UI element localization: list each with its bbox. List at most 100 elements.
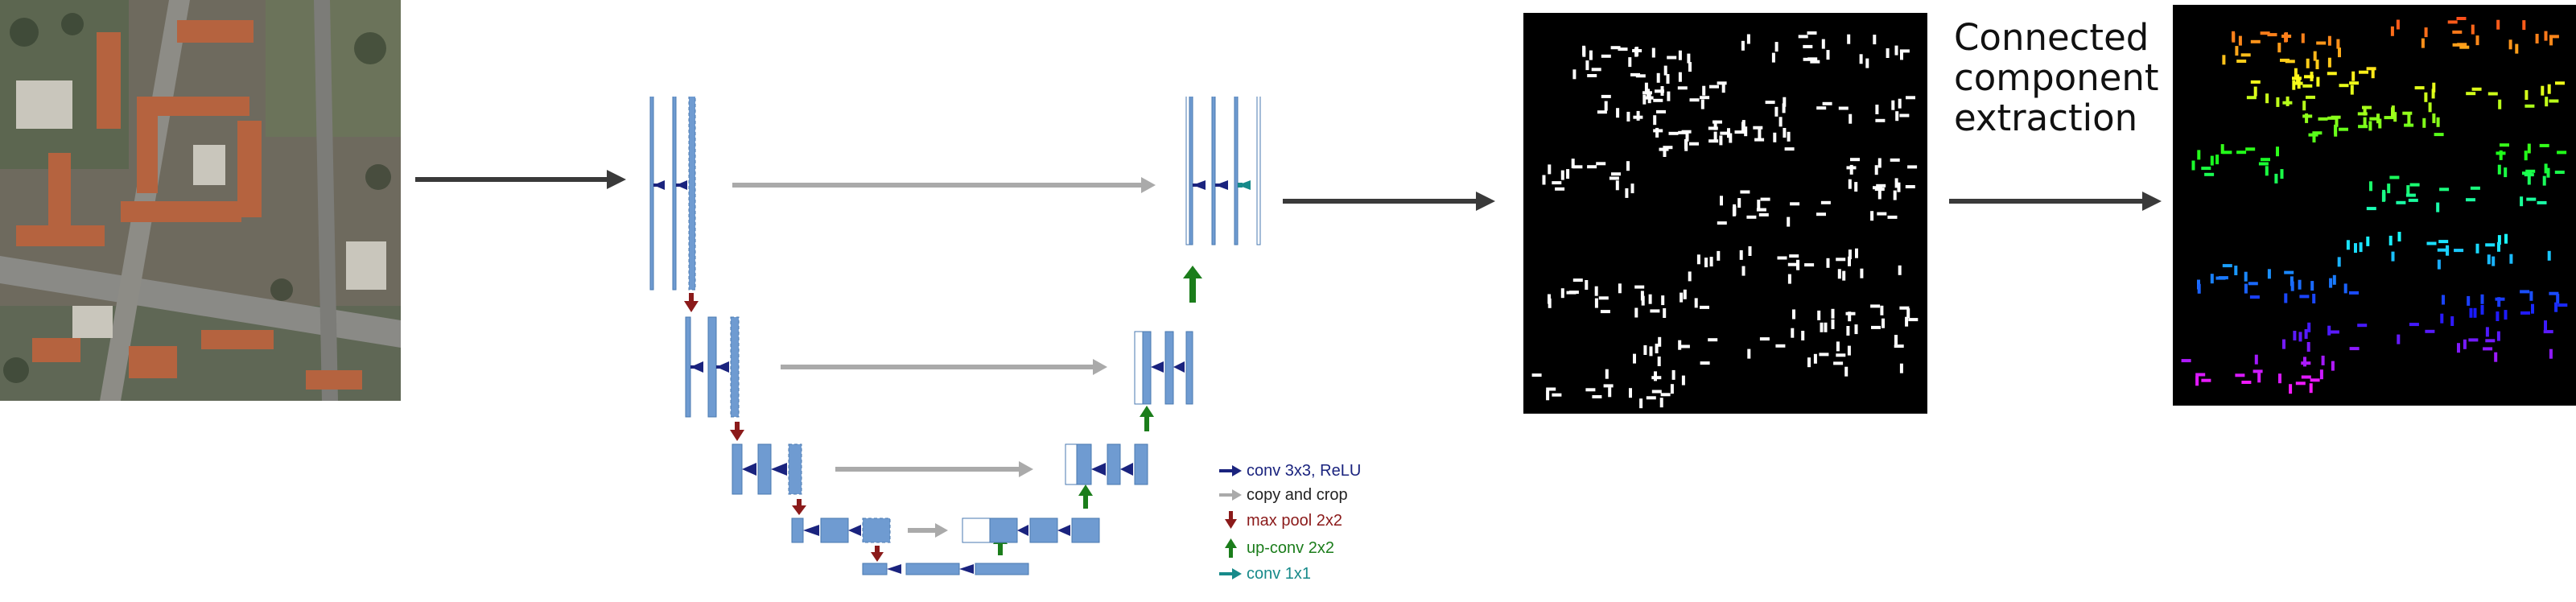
component-blob [2494,352,2498,362]
mask-blob [1877,212,1887,216]
mask-blob [1666,74,1670,84]
enc-level-1 [649,97,696,291]
component-blob [2234,266,2238,275]
component-blob [2245,147,2256,151]
component-blob [2409,323,2419,327]
mask-blob [1667,91,1671,101]
mask-blob [1807,31,1817,35]
mask-blob [1816,106,1827,110]
component-blob [2549,348,2553,359]
component-blob [2496,19,2500,30]
mask-blob [1594,286,1598,296]
legend-item-upconv: up-conv 2x2 [1219,534,1412,562]
component-blob [2434,133,2444,137]
mask-blob [1899,306,1910,310]
mask-blob [1660,393,1671,397]
mask-blob [1739,249,1743,260]
component-blob [2527,175,2531,185]
mask-blob [1792,309,1795,320]
mask-blob [1803,44,1813,48]
component-blob [2309,383,2313,394]
component-blob [2222,150,2232,155]
mask-blob [1708,139,1719,143]
component-blob [2475,243,2479,254]
mask-blob [1906,308,1910,319]
mask-blob [1721,83,1725,93]
mask-blob [1870,211,1874,221]
component-blob [2304,75,2314,79]
mask-blob [1655,344,1659,353]
component-blob [2485,327,2489,337]
component-blob [2524,150,2528,161]
component-blob [2428,102,2432,113]
component-blob [2485,339,2496,343]
mask-blob [1678,72,1682,82]
mask-blob [1630,183,1634,194]
component-blob [2357,324,2368,328]
component-blob [2499,150,2503,160]
component-blob [2549,291,2559,295]
mask-blob [1906,96,1915,100]
mask-blob [1625,188,1629,198]
component-blob [2529,291,2533,301]
component-blob [2388,235,2393,245]
component-blob [2442,295,2445,305]
component-blob [2363,117,2367,127]
mask-blob [1663,147,1667,157]
component-blob [2307,322,2311,332]
mask-image [1523,13,1927,414]
component-blob [2240,53,2251,57]
component-blob [2541,85,2545,96]
mask-blob [1633,353,1636,364]
component-blob [2382,191,2386,201]
component-blob [2363,105,2367,116]
mask-blob [1546,390,1550,401]
enc-level-3 [732,443,802,495]
mask-blob [1587,74,1597,77]
dec-level-4 [962,517,1100,543]
mask-blob [1560,288,1564,299]
component-blob [2422,118,2426,128]
mask-blob [1748,246,1752,256]
mask-blob [1644,82,1648,93]
mask-blob [1608,387,1612,398]
component-blob [2303,357,2306,367]
component-blob [2450,316,2454,326]
component-blob [2544,31,2548,41]
component-blob [2222,55,2226,65]
component-blob [2332,274,2336,285]
component-blob [2480,304,2484,315]
mask-blob [1651,47,1655,58]
component-blob [2249,295,2260,299]
mask-blob [1687,53,1691,64]
flow-arrow-1 [415,170,626,189]
component-blob [2498,99,2502,109]
component-blob [2463,339,2467,349]
mask-blob [1831,308,1835,319]
mask-blob [1671,369,1675,380]
mask-blob [1758,212,1769,216]
component-blob [2537,200,2547,204]
component-blob [2396,19,2400,30]
dec-level-1 [1185,97,1261,245]
component-blob [2218,276,2228,280]
component-blob [2549,35,2559,39]
mask-blob [1717,81,1727,85]
mask-blob [1741,266,1745,276]
component-blob [2197,283,2201,294]
mask-blob [1555,187,1565,191]
component-blob [2549,35,2553,46]
mask-blob [1774,106,1778,117]
mask-blob [1746,34,1750,44]
mask-blob [1775,344,1786,348]
component-blob [2306,342,2310,352]
component-blob [2466,198,2475,202]
step-label: Connected component extraction [1954,18,2159,138]
mask-blob [1592,395,1602,398]
mask-blob [1897,182,1901,192]
conv1x1-arrow [1238,180,1251,190]
mask-blob [1696,254,1700,265]
component-blob [2547,84,2551,94]
mask-blob [1681,375,1685,386]
mask-blob [1908,318,1919,322]
